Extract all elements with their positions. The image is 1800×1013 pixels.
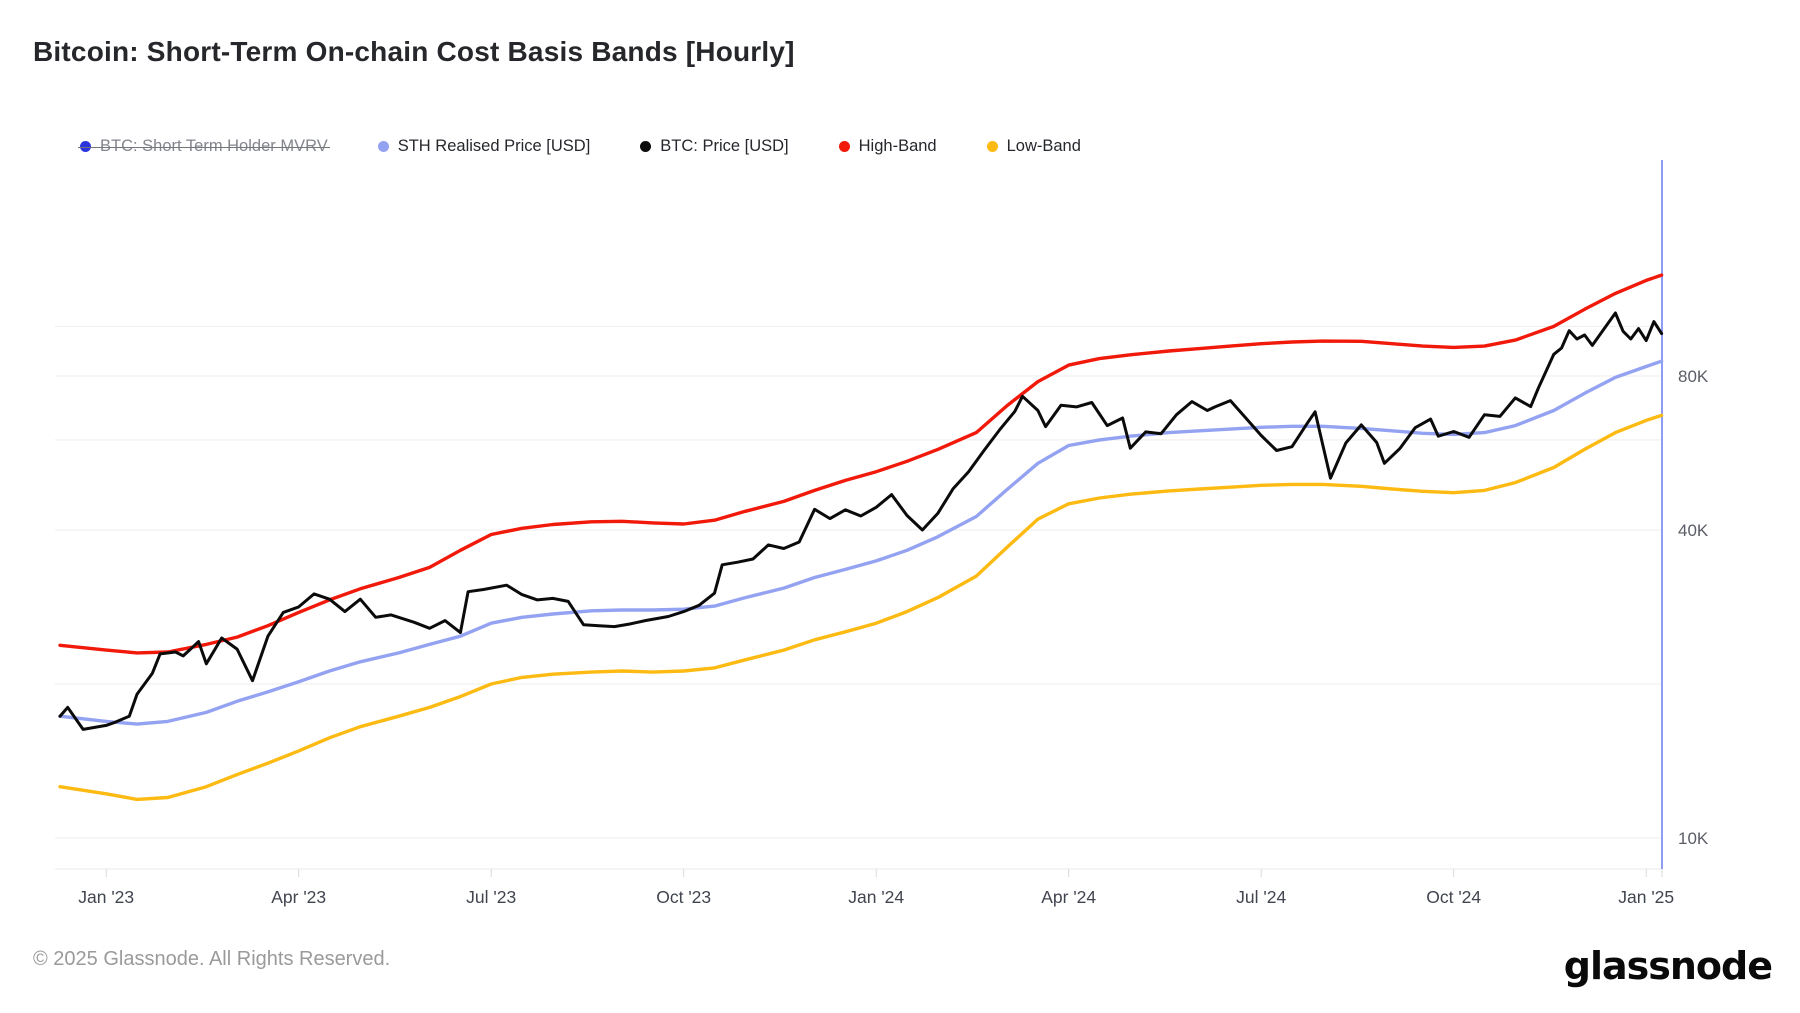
series-line-low-band[interactable] <box>58 413 1664 802</box>
series-line-btc-price-usd-[interactable] <box>58 311 1664 731</box>
x-tick-label: Jul '24 <box>1236 887 1286 907</box>
legend-color-dot <box>838 141 850 152</box>
legend-item-high-band[interactable]: High-Band <box>838 137 937 156</box>
legend-color-dot <box>640 141 652 152</box>
x-tick-label: Jan '23 <box>78 887 134 907</box>
x-tick-label: Jan '24 <box>848 887 904 907</box>
x-tick-label: Apr '24 <box>1041 887 1096 907</box>
legend-item-btc-short-term-holder-mvrv[interactable]: BTC: Short Term Holder MVRV <box>78 137 330 156</box>
legend-item-label: STH Realised Price [USD] <box>397 137 591 155</box>
x-tick-label: Apr '23 <box>271 887 326 907</box>
glassnode-logo: glassnode <box>1563 944 1773 988</box>
y-tick-label-80K: 80K <box>1678 367 1709 386</box>
x-tick-label: Jul '23 <box>466 887 516 907</box>
legend-item-label: BTC: Price [USD] <box>660 137 789 155</box>
x-tick-label: Oct '24 <box>1426 887 1481 907</box>
legend-item-label: Low-Band <box>1006 137 1081 155</box>
y-tick-label-10K: 10K <box>1678 829 1709 848</box>
legend-item-sth-realised-price-usd-[interactable]: STH Realised Price [USD] <box>377 137 591 156</box>
series-line-sth-realised-price-usd-[interactable] <box>58 359 1664 726</box>
series-line-high-band[interactable] <box>58 273 1664 655</box>
page-title: Bitcoin: Short-Term On-chain Cost Basis … <box>33 36 795 67</box>
y-tick-label-40K: 40K <box>1678 521 1709 540</box>
chart-legend: BTC: Short Term Holder MVRV STH Realised … <box>78 137 1081 156</box>
legend-item-btc-price-usd-[interactable]: BTC: Price [USD] <box>640 137 789 156</box>
legend-item-low-band[interactable]: Low-Band <box>986 137 1081 156</box>
legend-item-label: High-Band <box>858 137 937 155</box>
legend-color-dot <box>986 141 998 152</box>
x-tick-label: Oct '23 <box>656 887 711 907</box>
x-tick-label: Jan '25 <box>1618 887 1674 907</box>
copyright-text: © 2025 Glassnode. All Rights Reserved. <box>33 948 391 970</box>
legend-color-dot <box>377 141 389 152</box>
